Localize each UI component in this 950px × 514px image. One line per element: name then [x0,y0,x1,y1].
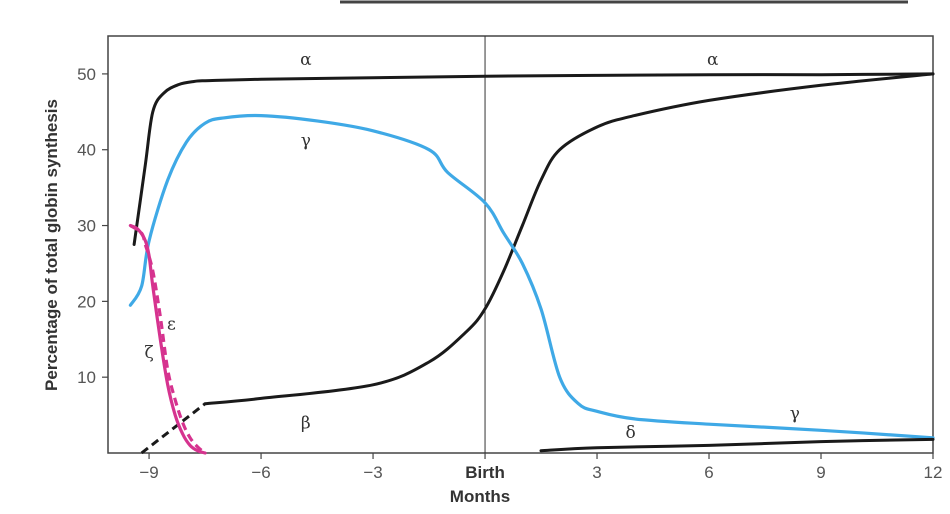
series-line- [128,113,935,440]
series-label-: δ [625,423,635,443]
series-line-early [140,402,207,455]
y-tick-label: 10 [77,368,96,387]
series-line- [539,437,935,453]
x-axis-title: Months [450,487,510,506]
y-axis-title: Percentage of total globin synthesis [42,99,61,391]
series-label-: ζ [144,343,153,363]
y-tick-label: 50 [77,65,96,84]
x-tick-label: −6 [251,463,270,482]
x-tick-label: 12 [924,463,943,482]
series-label-: α [707,50,719,70]
plot-frame [107,35,934,454]
series-line- [203,72,935,406]
series-label-: α [300,50,312,70]
series-label-: ε [167,314,176,334]
series-layer [128,72,935,455]
series-line- [128,223,207,455]
x-tick-label: Birth [465,463,505,482]
series-labels: α α γ γ β δ εζ [144,50,800,443]
y-tick-label: 20 [77,292,96,311]
x-tick-label: −3 [363,463,382,482]
series-label-: β [301,414,311,434]
y-tick-label: 40 [77,141,96,160]
x-tick-label: −9 [139,463,158,482]
x-tick-label: 9 [816,463,825,482]
series-label-: γ [301,131,311,151]
series-line- [132,72,935,246]
y-tick-label: 30 [77,217,96,236]
series-label-: γ [790,404,800,424]
y-axis: 10 20 30 40 50 [77,65,108,387]
series-line- [129,224,207,455]
x-axis: −9 −6 −3 Birth 3 6 9 12 [139,453,942,482]
x-tick-label: 3 [592,463,601,482]
x-tick-label: 6 [704,463,713,482]
